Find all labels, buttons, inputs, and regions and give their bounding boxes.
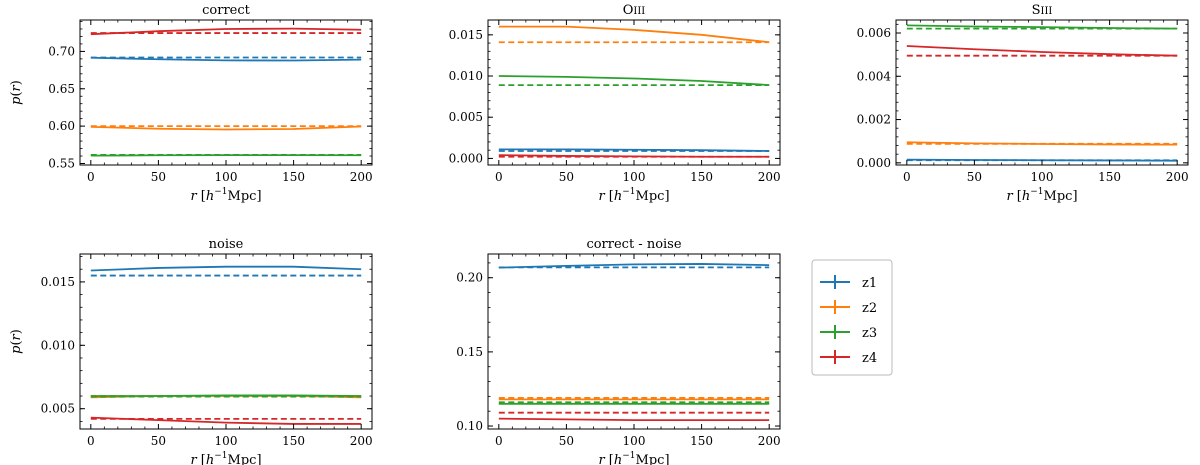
y-tick-label: 0.005	[449, 110, 483, 124]
series-z1-line	[90, 265, 362, 272]
panel-5: 0 50 100 150 200 0.10 0.15 0.20 correct - noise r…	[456, 237, 780, 465]
x-tick-label: 100	[1031, 170, 1054, 184]
panel-1: 0 50 100 150 200 0.55 0.60 0.65 0.70 correct r [h−…	[9, 3, 373, 204]
axes-frame	[79, 253, 373, 430]
y-tick-label: 0.70	[48, 44, 75, 58]
x-tick-label: 200	[350, 434, 373, 448]
x-tick-label: 50	[967, 170, 982, 184]
panel-title: correct	[202, 3, 251, 18]
legend: z1 z2 z3 z4	[811, 259, 893, 376]
series-z1-line	[498, 148, 770, 152]
axes-frame	[79, 19, 373, 166]
legend-label-z2: z2	[862, 301, 877, 316]
series-group	[90, 27, 362, 157]
x-axis-label: r [h−1Mpc]	[598, 451, 669, 465]
x-tick-label: 50	[559, 434, 574, 448]
legend-label-z1: z1	[862, 276, 877, 291]
y-tick-label: 0.15	[456, 345, 483, 359]
y-tick-label: 0.000	[857, 156, 891, 170]
series-z2-line	[906, 141, 1178, 146]
x-tick-label: 0	[495, 434, 503, 448]
series-z4-line	[498, 417, 770, 421]
panel-2: 0 50 100 150 200 0.000 0.005 0.010 0.015 OIII r [h…	[449, 3, 781, 204]
panel-title: OIII	[623, 3, 646, 18]
y-axis-label: p(r)	[9, 329, 24, 354]
series-group	[498, 25, 770, 158]
series-z3-line	[498, 75, 770, 86]
series-z4-line	[90, 416, 362, 425]
y-tick-label: 0.005	[41, 402, 75, 416]
panel-title: correct - noise	[586, 237, 681, 252]
series-z4-line	[90, 27, 362, 36]
y-tick-label: 0.015	[41, 275, 75, 289]
series-z3-line	[90, 394, 362, 397]
x-axis-label: r [h−1Mpc]	[1006, 187, 1077, 204]
x-tick-label: 100	[623, 170, 646, 184]
y-tick-label: 0.20	[456, 271, 483, 285]
y-tick-label: 0.10	[456, 419, 483, 433]
series-group	[498, 263, 770, 421]
y-tick-label: 0.006	[857, 26, 891, 40]
x-tick-label: 0	[87, 170, 95, 184]
series-z1-line	[498, 263, 770, 269]
x-tick-label: 200	[1166, 170, 1189, 184]
x-tick-label: 150	[282, 170, 305, 184]
x-tick-label: 100	[215, 170, 238, 184]
y-tick-label: 0.015	[449, 28, 483, 42]
x-tick-label: 50	[151, 434, 166, 448]
series-z2-line	[498, 25, 770, 44]
series-z2-line	[90, 125, 362, 131]
y-tick-label: 0.010	[41, 338, 75, 352]
y-tick-label: 0.60	[48, 119, 75, 133]
x-tick-label: 0	[903, 170, 911, 184]
y-tick-label: 0.002	[857, 113, 891, 127]
series-z3-line	[90, 154, 362, 157]
x-axis-label: r [h−1Mpc]	[190, 187, 261, 204]
y-axis-label: p(r)	[9, 80, 24, 105]
x-tick-label: 200	[758, 434, 781, 448]
x-tick-label: 200	[350, 170, 373, 184]
y-tick-label: 0.65	[48, 82, 75, 96]
x-axis-label: r [h−1Mpc]	[190, 451, 261, 465]
y-tick-label: 0.004	[857, 69, 892, 83]
panel-3: 0 50 100 150 200 0.000 0.002 0.004 0.006 SIII r [h…	[857, 3, 1189, 204]
x-tick-label: 150	[282, 434, 305, 448]
x-axis-label: r [h−1Mpc]	[598, 187, 669, 204]
legend-box	[811, 259, 893, 376]
y-tick-label: 0.000	[449, 151, 483, 165]
y-tick-label: 0.55	[48, 157, 75, 171]
series-z3-line	[906, 24, 1178, 30]
x-tick-label: 0	[495, 170, 503, 184]
legend-label-z3: z3	[862, 326, 877, 341]
series-z4-line	[906, 45, 1178, 57]
x-tick-label: 150	[690, 170, 713, 184]
x-tick-label: 200	[758, 170, 781, 184]
panel-title: noise	[209, 237, 244, 252]
legend-label-z4: z4	[862, 351, 877, 366]
x-tick-label: 50	[559, 170, 574, 184]
panel-4: 0 50 100 150 200 0.005 0.010 0.015 noise r [h−1Mp…	[9, 237, 373, 465]
series-group	[90, 265, 362, 425]
x-tick-label: 100	[623, 434, 646, 448]
x-tick-label: 0	[87, 434, 95, 448]
panel-title: SIII	[1032, 3, 1053, 18]
x-tick-label: 100	[215, 434, 238, 448]
series-group	[906, 24, 1178, 162]
y-tick-label: 0.010	[449, 69, 483, 83]
series-z4-line	[498, 154, 770, 158]
x-tick-label: 50	[151, 170, 166, 184]
series-z1-line	[90, 56, 362, 62]
x-tick-label: 150	[690, 434, 713, 448]
x-tick-label: 150	[1098, 170, 1121, 184]
